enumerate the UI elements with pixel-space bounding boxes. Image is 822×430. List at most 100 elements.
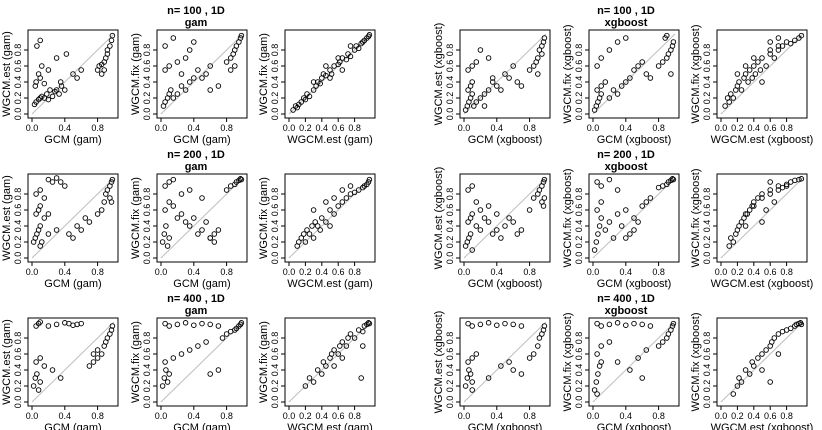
data-point bbox=[34, 371, 40, 377]
data-point bbox=[45, 231, 52, 237]
data-point bbox=[178, 351, 185, 357]
data-point bbox=[104, 187, 111, 193]
data-point bbox=[526, 207, 533, 213]
x-axis-label: GCM (xgboost) bbox=[597, 422, 672, 430]
plot-frame bbox=[27, 29, 119, 119]
data-point bbox=[41, 215, 48, 221]
data-point bbox=[94, 355, 101, 361]
data-point bbox=[494, 83, 500, 89]
data-point bbox=[98, 71, 105, 77]
data-point bbox=[52, 88, 58, 95]
x-tick-label: 0.4 bbox=[748, 123, 761, 133]
data-point bbox=[535, 71, 541, 77]
data-point bbox=[78, 227, 84, 233]
data-point bbox=[164, 243, 171, 249]
data-point bbox=[614, 91, 621, 97]
y-tick-label: 0.0 bbox=[574, 108, 584, 121]
data-point bbox=[166, 199, 172, 205]
y-tick-label: 0.2 bbox=[574, 92, 584, 105]
data-point bbox=[302, 239, 309, 245]
data-point bbox=[90, 359, 97, 365]
data-point bbox=[775, 187, 782, 193]
y-tick-label: 0.4 bbox=[270, 364, 280, 377]
data-point bbox=[310, 87, 317, 93]
x-tick-label: 0.8 bbox=[523, 267, 536, 277]
data-point bbox=[215, 367, 222, 373]
data-point bbox=[473, 351, 480, 357]
x-tick-label: 0.0 bbox=[26, 411, 39, 421]
data-point bbox=[304, 227, 310, 233]
data-point bbox=[53, 227, 60, 233]
y-axis-label: WGCM.fix (gam) bbox=[130, 321, 142, 403]
data-point bbox=[759, 195, 765, 201]
data-point bbox=[659, 339, 666, 345]
data-point bbox=[489, 231, 496, 237]
data-point bbox=[182, 219, 189, 225]
x-axis-label: GCM (gam) bbox=[44, 278, 101, 290]
y-axis-label: WGCM.fix (gam) bbox=[258, 177, 270, 259]
reference-line bbox=[160, 33, 244, 115]
data-point bbox=[746, 371, 753, 377]
data-point bbox=[540, 327, 547, 333]
reference-line bbox=[592, 33, 676, 115]
plot-frame bbox=[284, 317, 376, 407]
data-point bbox=[771, 335, 778, 341]
data-point bbox=[759, 219, 765, 225]
data-point bbox=[469, 79, 475, 85]
data-point bbox=[742, 63, 749, 69]
data-point bbox=[769, 339, 775, 345]
data-point bbox=[494, 211, 500, 217]
data-point bbox=[39, 239, 45, 245]
data-point bbox=[328, 351, 335, 357]
data-point bbox=[53, 175, 60, 181]
data-point bbox=[56, 91, 62, 97]
y-tick-label: 0.4 bbox=[13, 364, 23, 377]
y-tick-label: 0.0 bbox=[142, 108, 152, 121]
data-point bbox=[238, 32, 245, 39]
x-tick-label: 0.0 bbox=[283, 267, 296, 277]
data-point bbox=[485, 55, 492, 61]
data-point bbox=[238, 320, 245, 326]
data-point bbox=[109, 176, 116, 183]
y-tick-label: 0.6 bbox=[13, 60, 23, 73]
y-tick-label: 0.2 bbox=[142, 380, 152, 393]
data-point bbox=[162, 67, 168, 73]
data-point bbox=[591, 387, 598, 393]
data-point bbox=[70, 235, 76, 241]
data-point bbox=[53, 55, 60, 61]
y-tick-label: 0.8 bbox=[13, 332, 23, 345]
data-point bbox=[594, 63, 600, 69]
data-point bbox=[186, 79, 193, 85]
data-point bbox=[746, 207, 753, 213]
data-point bbox=[489, 75, 496, 81]
data-point bbox=[33, 79, 39, 85]
data-point bbox=[37, 223, 43, 229]
data-point bbox=[477, 321, 484, 328]
plot-frame bbox=[588, 173, 680, 263]
data-point bbox=[306, 93, 313, 100]
data-point bbox=[730, 391, 737, 397]
x-tick-label: 0.6 bbox=[332, 123, 345, 133]
x-axis-label: GCM (gam) bbox=[44, 422, 101, 430]
data-point bbox=[767, 379, 773, 385]
data-point bbox=[215, 323, 222, 329]
y-tick-label: 0.6 bbox=[574, 204, 584, 217]
data-point bbox=[170, 35, 177, 41]
data-point bbox=[639, 375, 645, 381]
data-point bbox=[726, 99, 732, 105]
data-point bbox=[351, 189, 358, 196]
data-point bbox=[168, 87, 174, 93]
data-point bbox=[498, 87, 504, 93]
data-point bbox=[473, 99, 480, 105]
data-point bbox=[170, 355, 177, 361]
data-point bbox=[771, 55, 778, 61]
x-axis-label: GCM (gam) bbox=[173, 278, 230, 290]
data-point bbox=[510, 321, 516, 328]
x-tick-label: 0.4 bbox=[491, 411, 504, 421]
reference-line bbox=[288, 321, 372, 403]
title-n-row2-xgboost: n= 200 , 1D bbox=[597, 149, 655, 161]
reference-line bbox=[31, 321, 115, 403]
